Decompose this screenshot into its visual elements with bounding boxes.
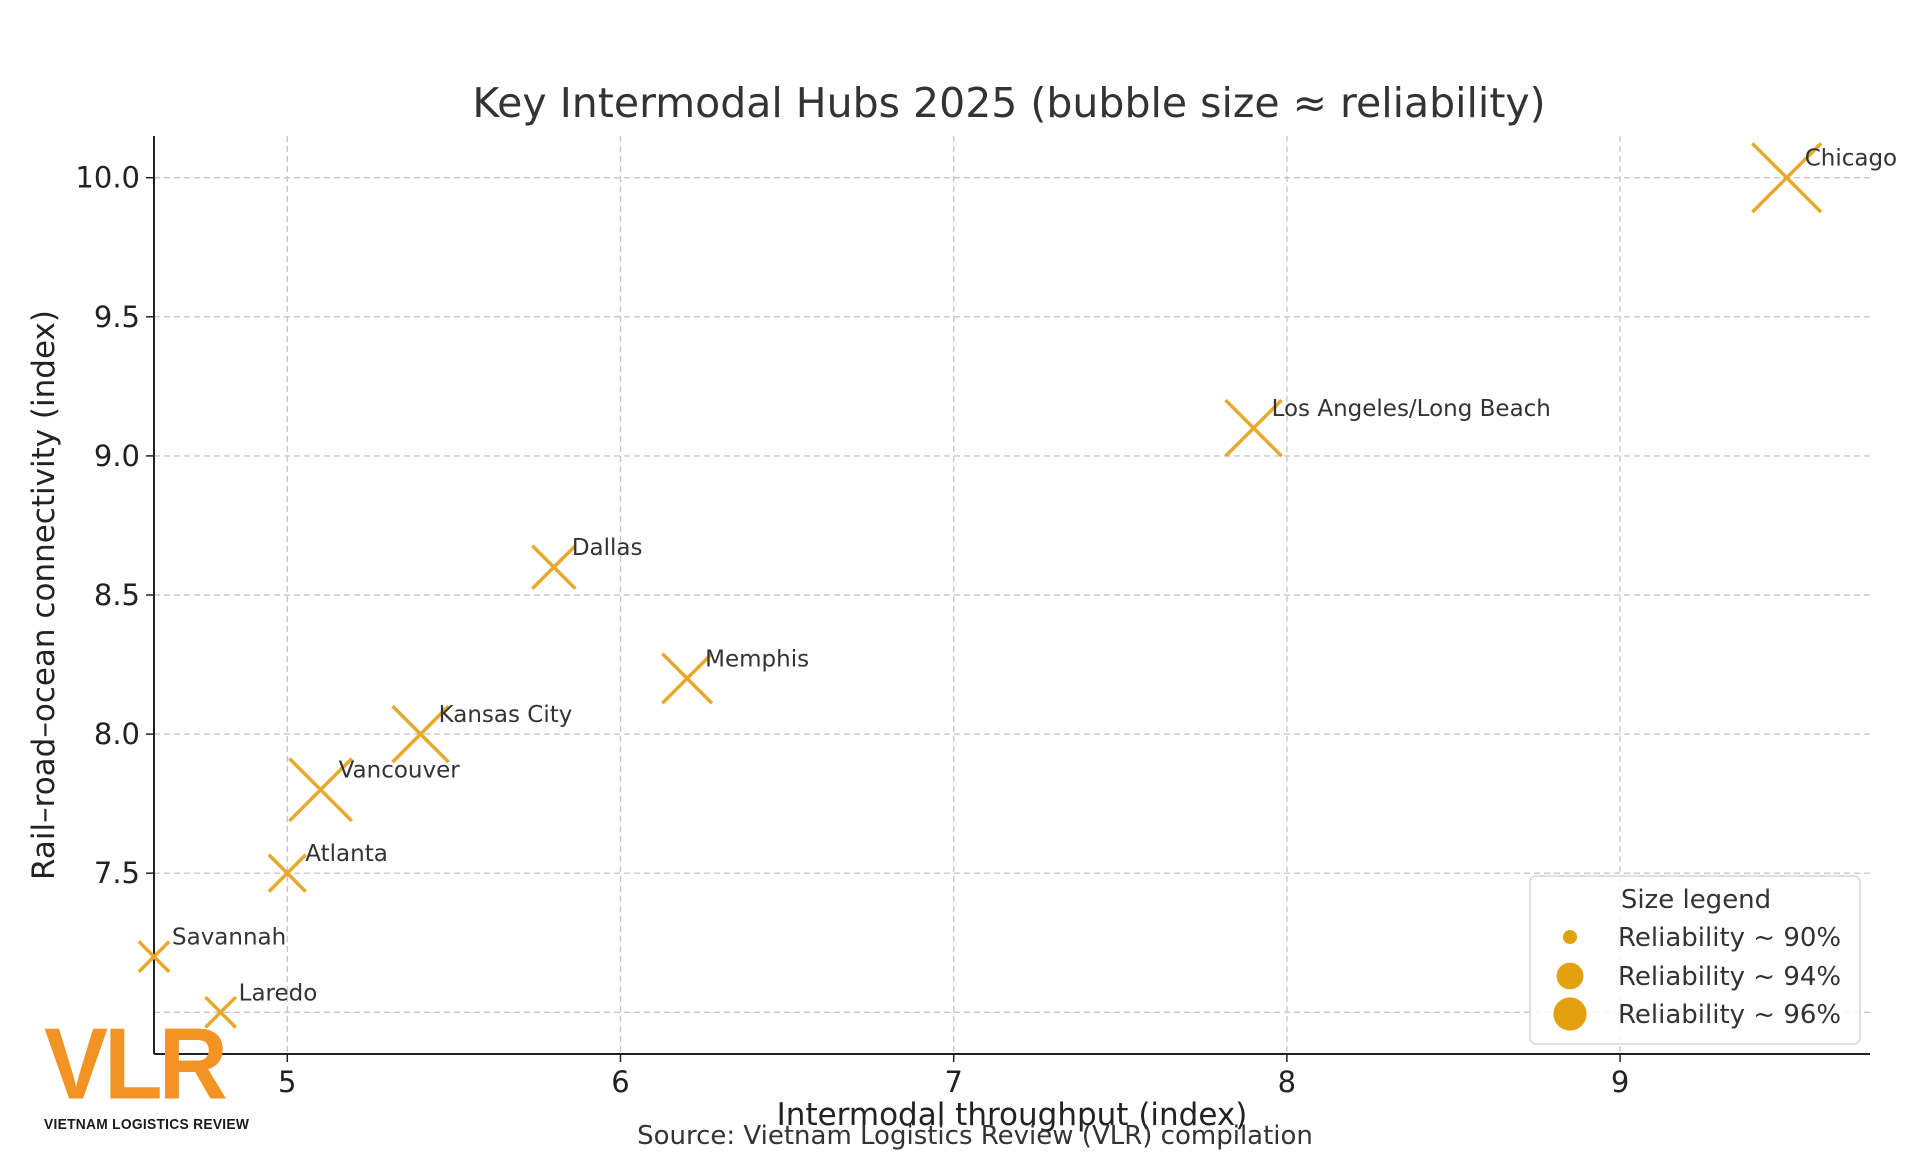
data-point — [267, 853, 307, 893]
y-tick-label: 8.0 — [94, 717, 140, 751]
point-label: Kansas City — [439, 702, 573, 728]
y-tick-label: 7.5 — [94, 856, 140, 890]
chart-title: Key Intermodal Hubs 2025 (bubble size ≈ … — [472, 79, 1545, 127]
x-tick-label: 7 — [944, 1065, 962, 1099]
point-label: Laredo — [239, 980, 318, 1006]
point-label: Savannah — [172, 925, 286, 951]
y-tick-label: 9.0 — [94, 439, 140, 473]
point-marker — [391, 704, 450, 764]
data-point — [531, 544, 577, 591]
point-marker — [661, 652, 714, 705]
point-marker — [137, 940, 171, 974]
source-note: Source: Vietnam Logistics Review (VLR) c… — [637, 1121, 1313, 1151]
legend-label: Reliability ~ 94% — [1618, 962, 1841, 992]
point-marker — [531, 544, 577, 591]
x-axis-label: Intermodal throughput (index) — [777, 1097, 1248, 1133]
point-label: Atlanta — [305, 841, 388, 867]
y-axis-label: Rail–road–ocean connectivity (index) — [26, 310, 62, 880]
point-label: Chicago — [1805, 146, 1897, 172]
data-point — [137, 940, 171, 974]
data-point — [391, 704, 450, 764]
legend-label: Reliability ~ 90% — [1618, 923, 1841, 953]
legend-box — [1529, 875, 1861, 1045]
point-label: Dallas — [572, 535, 643, 561]
legend-label: Reliability ~ 96% — [1618, 1000, 1841, 1030]
x-tick-label: 6 — [611, 1065, 629, 1099]
logo-name: VIETNAM LOGISTICS REVIEW — [44, 1116, 250, 1133]
data-point — [661, 652, 714, 705]
y-tick-label: 9.5 — [94, 300, 140, 334]
point-marker — [1751, 142, 1823, 214]
point-marker — [267, 853, 307, 893]
point-marker — [288, 757, 354, 823]
legend-marker — [1563, 930, 1577, 944]
logo-mark: VLR — [44, 1008, 228, 1121]
x-tick-label: 5 — [278, 1065, 296, 1099]
point-label: Memphis — [705, 646, 809, 672]
legend-title: Size legend — [1621, 885, 1771, 915]
point-marker — [1224, 398, 1283, 458]
x-tick-label: 8 — [1278, 1065, 1296, 1099]
y-tick-label: 10.0 — [75, 161, 140, 195]
legend-marker — [1553, 997, 1587, 1031]
point-label: Vancouver — [339, 758, 461, 784]
data-point — [288, 757, 354, 823]
legend-marker — [1556, 962, 1584, 990]
vlr-logo: VLR VIETNAM LOGISTICS REVIEW — [44, 1008, 249, 1133]
x-tick-label: 9 — [1611, 1065, 1629, 1099]
data-point — [1224, 398, 1283, 458]
data-point — [204, 995, 238, 1029]
point-marker — [204, 995, 238, 1029]
y-tick-label: 8.5 — [94, 578, 140, 612]
size-legend — [1529, 875, 1861, 1045]
data-point — [1751, 142, 1823, 214]
point-label: Los Angeles/Long Beach — [1272, 396, 1551, 422]
